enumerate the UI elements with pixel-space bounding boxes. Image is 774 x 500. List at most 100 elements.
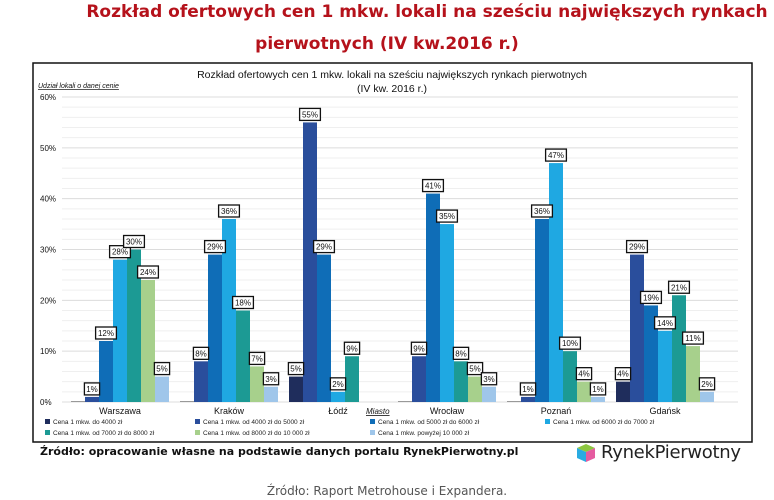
legend-label: Cena 1 mkw. od 6000 zł do 7000 zł [553, 419, 655, 426]
data-label-box [466, 361, 484, 376]
legend-swatch [370, 430, 375, 435]
data-label: 5% [290, 365, 302, 374]
bar [700, 391, 714, 402]
bar [85, 396, 99, 402]
data-label-box [639, 290, 663, 305]
y-tick-label: 0% [40, 398, 52, 407]
y-tick-label: 30% [40, 246, 56, 255]
category-label: Poznań [541, 406, 572, 416]
data-label-box [681, 331, 705, 345]
bar [303, 122, 317, 403]
data-label: 36% [534, 207, 550, 216]
bar [521, 396, 535, 402]
bar [577, 381, 591, 402]
category-label: Gdańsk [649, 406, 681, 416]
bar [454, 361, 468, 402]
data-label-box [625, 239, 649, 254]
y-tick-label: 10% [40, 347, 56, 356]
data-label: 11% [685, 334, 700, 343]
bar [208, 254, 222, 402]
bar [155, 376, 169, 402]
data-label: 19% [643, 293, 659, 302]
data-label-box [192, 346, 210, 360]
data-label: 3% [483, 375, 495, 384]
data-label-box [94, 326, 118, 340]
bar [672, 295, 686, 402]
logo-text: RynekPierwotny [601, 442, 741, 463]
legend-swatch [545, 419, 550, 424]
data-label: 7% [251, 354, 263, 363]
data-label: 29% [629, 243, 645, 252]
data-label-box [122, 234, 146, 249]
data-label: 21% [671, 283, 687, 292]
bar-zero [507, 401, 521, 402]
data-label-box [667, 280, 691, 294]
chart-title-line1: Rozkład ofertowych cen 1 mkw. lokali na … [197, 69, 587, 81]
category-label: Kraków [214, 406, 245, 416]
data-label: 29% [207, 243, 223, 252]
bar [194, 361, 208, 402]
y-tick-label: 40% [40, 195, 56, 204]
bar [549, 163, 563, 402]
bar-zero [71, 401, 85, 402]
bar [630, 254, 644, 402]
data-label-box [83, 382, 101, 396]
data-label: 35% [439, 212, 455, 221]
main-title-line2: pierwotnych (IV kw.2016 r.) [255, 34, 519, 54]
data-label-box [153, 361, 171, 376]
bar [331, 391, 345, 402]
data-label-box [421, 178, 445, 193]
data-label-box [248, 351, 266, 366]
bar [482, 386, 496, 402]
data-label: 4% [617, 370, 629, 379]
data-label: 24% [140, 268, 156, 277]
main-title-line1: Rozkład ofertowych cen 1 mkw. lokali na … [86, 2, 768, 22]
data-label-box [698, 377, 716, 391]
legend-swatch [195, 419, 200, 424]
legend-swatch [195, 430, 200, 435]
data-label-box [480, 372, 498, 386]
data-label-box [312, 239, 336, 254]
data-label: 14% [657, 319, 673, 328]
data-label: 29% [316, 243, 332, 252]
bar [222, 219, 236, 402]
bar [686, 346, 700, 402]
y-axis-label: Udział lokali o danej cenie [38, 83, 119, 90]
y-tick-label: 60% [40, 93, 56, 102]
data-label: 5% [156, 365, 168, 374]
data-label-box [217, 204, 241, 218]
data-label-box [262, 372, 280, 386]
data-label: 10% [562, 339, 578, 348]
x-axis-label: Miasto [366, 407, 390, 416]
bar [563, 351, 577, 402]
chart-source: Źródło: opracowanie własne na podstawie … [40, 445, 519, 458]
data-label-box [329, 377, 347, 391]
bar-zero [180, 401, 194, 402]
data-label-box [452, 346, 470, 360]
data-label: 55% [302, 110, 318, 119]
bar [317, 254, 331, 402]
data-label: 28% [112, 248, 128, 257]
chart-title-line2: (IV kw. 2016 r.) [357, 83, 427, 95]
data-label: 41% [425, 182, 441, 191]
category-label: Łódź [328, 406, 348, 416]
legend-swatch [45, 430, 50, 435]
bar [141, 280, 155, 402]
data-label-box [203, 239, 227, 254]
data-label-box [614, 367, 632, 381]
bar [289, 376, 303, 402]
data-label-box [544, 148, 568, 162]
data-label: 4% [578, 370, 590, 379]
data-label: 2% [332, 380, 344, 389]
bar-zero [398, 401, 412, 402]
data-label: 5% [469, 365, 481, 374]
bar [113, 259, 127, 402]
bar [250, 366, 264, 402]
data-label-box [136, 265, 160, 279]
data-label: 30% [126, 238, 142, 247]
bar [468, 376, 482, 402]
data-label-box [653, 316, 677, 330]
legend-label: Cena 1 mkw. powyżej 10 000 zł [378, 430, 470, 437]
data-label: 1% [522, 385, 534, 394]
data-label: 12% [98, 329, 114, 338]
